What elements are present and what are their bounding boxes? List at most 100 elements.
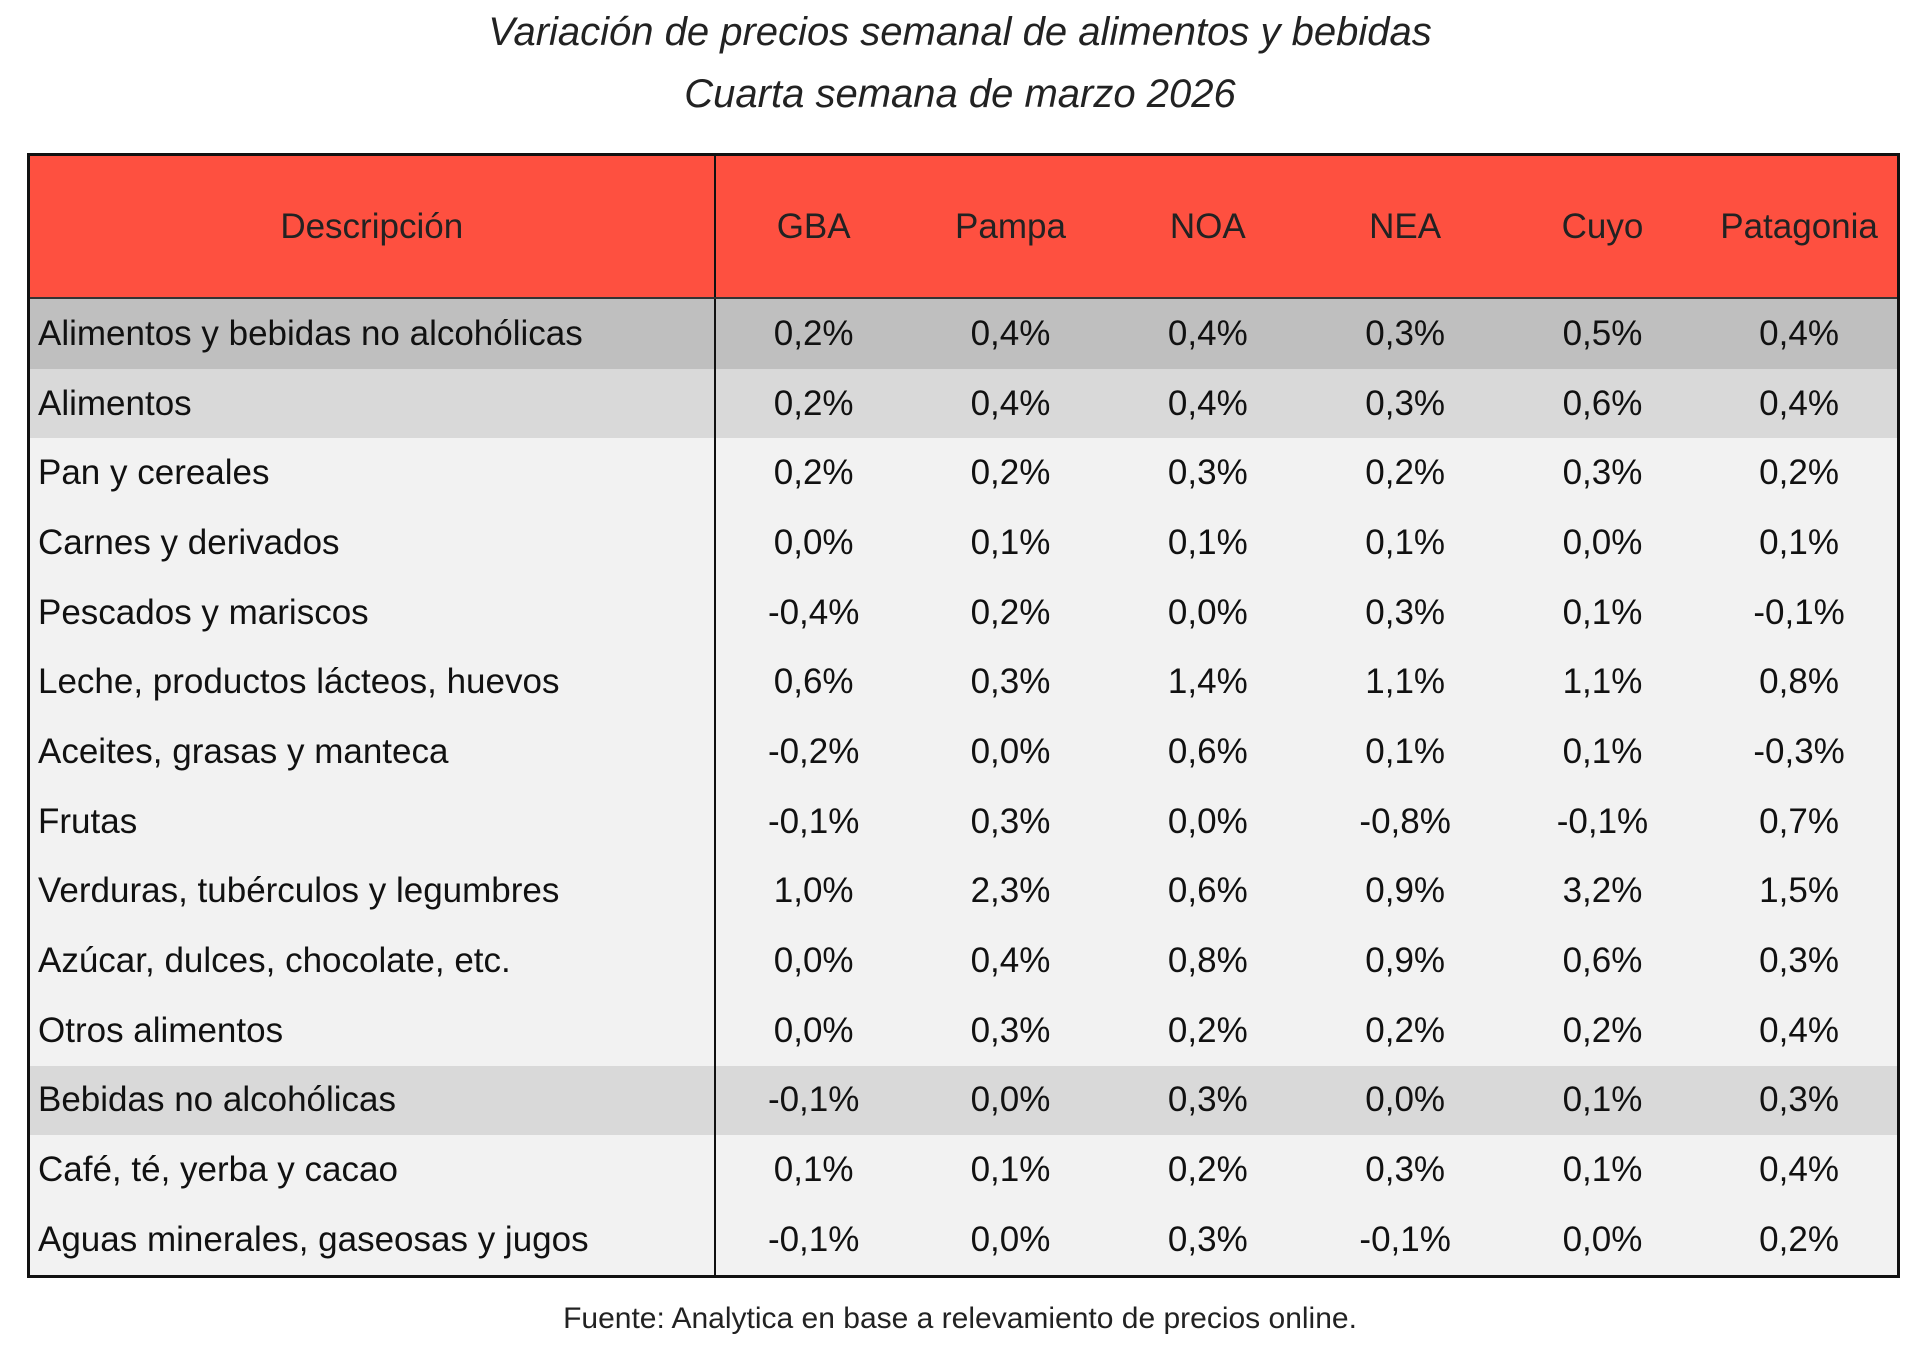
table-row: Aceites, grasas y manteca -0,2% 0,0% 0,6% 0,… bbox=[28, 717, 1899, 787]
value-cell: -0,1% bbox=[1306, 1204, 1504, 1277]
header-row: Descripción GBA Pampa NOA NEA Cuyo Patagonia bbox=[28, 154, 1899, 299]
value-cell: 0,2% bbox=[911, 438, 1110, 509]
price-variation-table: Descripción GBA Pampa NOA NEA Cuyo Patagonia A… bbox=[27, 153, 1900, 1278]
row-description: Aguas minerales, gaseosas y jugos bbox=[28, 1204, 716, 1277]
value-cell: 0,2% bbox=[1109, 995, 1307, 1066]
value-cell: 0,4% bbox=[911, 368, 1110, 439]
value-cell: 0,4% bbox=[911, 298, 1110, 369]
value-cell: 0,1% bbox=[1109, 508, 1307, 578]
value-cell: 0,2% bbox=[714, 438, 912, 509]
table-row: Bebidas no alcohólicas -0,1% 0,0% 0,3% 0,0% 0… bbox=[28, 1065, 1899, 1136]
row-description: Leche, productos lácteos, huevos bbox=[28, 647, 716, 718]
value-cell: 1,5% bbox=[1701, 856, 1899, 927]
value-cell: -0,3% bbox=[1701, 717, 1899, 787]
row-description: Verduras, tubérculos y legumbres bbox=[28, 856, 716, 927]
table-row: Café, té, yerba y cacao 0,1% 0,1% 0,2% 0,3% 0… bbox=[28, 1135, 1899, 1205]
value-cell: 0,3% bbox=[1306, 368, 1504, 439]
value-cell: 0,0% bbox=[1503, 1204, 1702, 1277]
value-cell: 0,2% bbox=[1109, 1135, 1307, 1205]
value-cell: 0,0% bbox=[1306, 1065, 1504, 1136]
value-cell: 0,2% bbox=[911, 577, 1110, 648]
value-cell: 0,1% bbox=[1503, 577, 1702, 648]
row-description: Pescados y mariscos bbox=[28, 577, 716, 648]
table-row: Azúcar, dulces, chocolate, etc. 0,0% 0,4% 0… bbox=[28, 926, 1899, 996]
value-cell: 0,6% bbox=[1503, 368, 1702, 439]
value-cell: 0,9% bbox=[1306, 856, 1504, 927]
value-cell: 0,0% bbox=[1109, 786, 1307, 857]
row-description: Café, té, yerba y cacao bbox=[28, 1135, 716, 1205]
value-cell: 0,2% bbox=[1503, 995, 1702, 1066]
row-description: Carnes y derivados bbox=[28, 508, 716, 578]
row-description: Alimentos y bebidas no alcohólicas bbox=[28, 298, 716, 369]
value-cell: 0,8% bbox=[1109, 926, 1307, 996]
row-description: Pan y cereales bbox=[28, 438, 716, 509]
value-cell: -0,8% bbox=[1306, 786, 1504, 857]
value-cell: 0,1% bbox=[1503, 717, 1702, 787]
value-cell: 0,3% bbox=[911, 995, 1110, 1066]
value-cell: 0,4% bbox=[1701, 368, 1899, 439]
value-cell: 0,2% bbox=[1306, 995, 1504, 1066]
table-row: Alimentos y bebidas no alcohólicas 0,2% 0,… bbox=[28, 298, 1899, 369]
value-cell: 1,1% bbox=[1503, 647, 1702, 718]
value-cell: 0,0% bbox=[1109, 577, 1307, 648]
table-row: Aguas minerales, gaseosas y jugos -0,1% 0,… bbox=[28, 1204, 1899, 1277]
value-cell: 0,0% bbox=[911, 1065, 1110, 1136]
value-cell: 0,4% bbox=[1701, 298, 1899, 369]
value-cell: 0,1% bbox=[1701, 508, 1899, 578]
value-cell: 0,4% bbox=[1701, 1135, 1899, 1205]
value-cell: 1,0% bbox=[714, 856, 912, 927]
value-cell: 0,1% bbox=[1503, 1065, 1702, 1136]
value-cell: 3,2% bbox=[1503, 856, 1702, 927]
table-row: Pescados y mariscos -0,4% 0,2% 0,0% 0,3% 0,1%… bbox=[28, 577, 1899, 648]
value-cell: -0,1% bbox=[714, 1204, 912, 1277]
value-cell: 0,0% bbox=[911, 717, 1110, 787]
value-cell: -0,1% bbox=[1701, 577, 1899, 648]
value-cell: 0,3% bbox=[1306, 577, 1504, 648]
value-cell: 0,0% bbox=[911, 1204, 1110, 1277]
column-header-gba: GBA bbox=[714, 154, 912, 299]
table-row: Leche, productos lácteos, huevos 0,6% 0,3%… bbox=[28, 647, 1899, 718]
column-header-nea: NEA bbox=[1306, 154, 1504, 299]
column-header-cuyo: Cuyo bbox=[1503, 154, 1702, 299]
value-cell: 1,1% bbox=[1306, 647, 1504, 718]
value-cell: 0,3% bbox=[1109, 438, 1307, 509]
table-row: Pan y cereales 0,2% 0,2% 0,3% 0,2% 0,3% 0,2% bbox=[28, 438, 1899, 509]
value-cell: -0,1% bbox=[714, 1065, 912, 1136]
value-cell: 0,2% bbox=[1306, 438, 1504, 509]
value-cell: 0,3% bbox=[1306, 298, 1504, 369]
value-cell: 0,3% bbox=[1701, 926, 1899, 996]
value-cell: 0,1% bbox=[911, 1135, 1110, 1205]
value-cell: -0,2% bbox=[714, 717, 912, 787]
table-title: Variación de precios semanal de alimento… bbox=[488, 10, 1432, 54]
value-cell: 0,1% bbox=[911, 508, 1110, 578]
value-cell: 0,4% bbox=[1109, 368, 1307, 439]
table-row: Carnes y derivados 0,0% 0,1% 0,1% 0,1% 0,0% 0,… bbox=[28, 508, 1899, 578]
value-cell: 0,2% bbox=[1701, 1204, 1899, 1277]
value-cell: 0,3% bbox=[1306, 1135, 1504, 1205]
value-cell: -0,1% bbox=[1503, 786, 1702, 857]
table-row: Alimentos 0,2% 0,4% 0,4% 0,3% 0,6% 0,4% bbox=[28, 368, 1899, 439]
value-cell: 0,6% bbox=[1503, 926, 1702, 996]
value-cell: 0,2% bbox=[714, 368, 912, 439]
value-cell: 0,6% bbox=[1109, 856, 1307, 927]
row-description: Frutas bbox=[28, 786, 716, 857]
value-cell: 0,1% bbox=[1306, 508, 1504, 578]
value-cell: 1,4% bbox=[1109, 647, 1307, 718]
value-cell: 0,5% bbox=[1503, 298, 1702, 369]
row-description: Aceites, grasas y manteca bbox=[28, 717, 716, 787]
value-cell: 0,7% bbox=[1701, 786, 1899, 857]
value-cell: 0,3% bbox=[1109, 1204, 1307, 1277]
value-cell: 0,3% bbox=[1701, 1065, 1899, 1136]
value-cell: 0,1% bbox=[714, 1135, 912, 1205]
value-cell: 0,0% bbox=[714, 995, 912, 1066]
row-description: Otros alimentos bbox=[28, 995, 716, 1066]
column-header-descripcion: Descripción bbox=[28, 154, 716, 299]
value-cell: 0,0% bbox=[1503, 508, 1702, 578]
value-cell: 0,2% bbox=[714, 298, 912, 369]
value-cell: 0,2% bbox=[1701, 438, 1899, 509]
row-description: Azúcar, dulces, chocolate, etc. bbox=[28, 926, 716, 996]
table-row: Verduras, tubérculos y legumbres 1,0% 2,3%… bbox=[28, 856, 1899, 927]
value-cell: 0,0% bbox=[714, 508, 912, 578]
value-cell: 0,4% bbox=[1701, 995, 1899, 1066]
value-cell: 2,3% bbox=[911, 856, 1110, 927]
